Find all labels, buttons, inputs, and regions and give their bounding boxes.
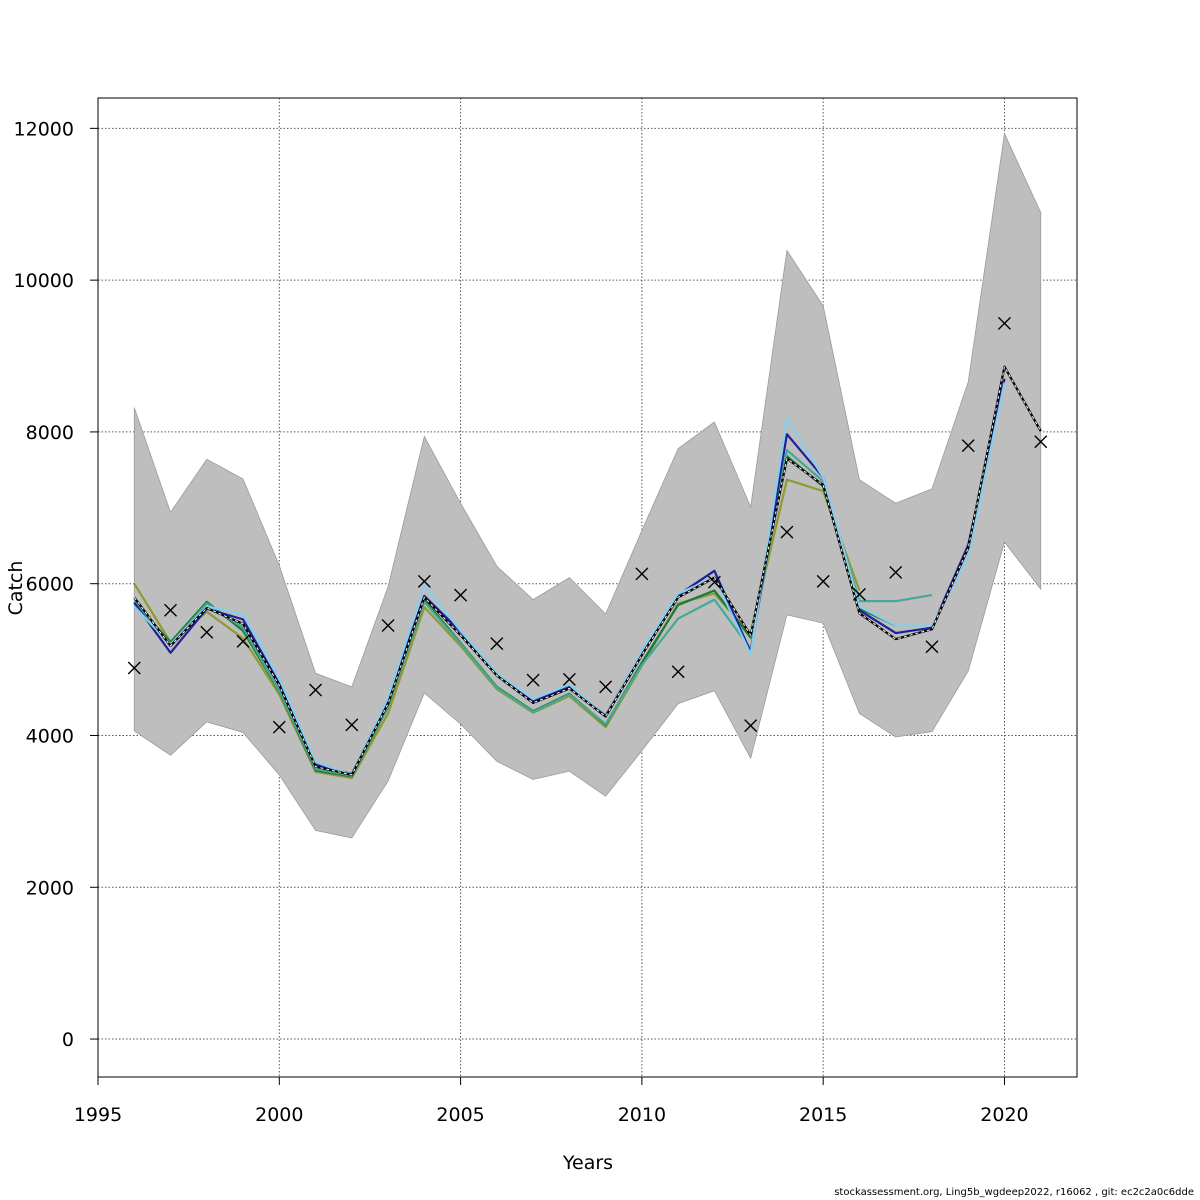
x-tick-label: 2020 [980,1104,1028,1126]
observed-point [961,439,975,453]
series-lines [133,365,1042,780]
observed-point [309,683,323,697]
observed-points [127,316,1048,734]
series-line-1-dash [133,365,1042,776]
observed-point [526,673,540,687]
y-tick-label: 2000 [26,877,74,899]
observed-point [816,574,830,588]
confidence-band [133,132,1042,839]
observed-point [997,316,1011,330]
observed-point [635,567,649,581]
x-axis: 1995 2000 2005 2010 2015 2020 [74,1077,1029,1126]
grid-lines [98,98,1077,1077]
observed-point [852,587,866,601]
y-tick-label: 12000 [14,118,74,140]
observed-point [272,720,286,734]
observed-point [780,525,794,539]
observed-point [345,718,359,732]
y-axis-title: Catch [5,561,27,616]
observed-point [562,672,576,686]
series-line-4 [133,449,933,777]
x-tick-label: 2000 [255,1104,303,1126]
observed-point [671,665,685,679]
confidence-band-area [133,132,1042,839]
observed-point [1034,435,1048,449]
series-line-2 [133,382,1006,777]
observed-point [236,634,250,648]
observed-point [599,680,613,694]
x-tick-label: 1995 [74,1104,122,1126]
x-axis-title: Years [562,1152,613,1174]
y-tick-label: 6000 [26,574,74,596]
observed-point [744,719,758,733]
observed-point [925,640,939,654]
x-tick-label: 2010 [618,1104,666,1126]
observed-point [417,574,431,588]
x-tick-label: 2015 [799,1104,847,1126]
y-tick-label: 8000 [26,422,74,444]
y-tick-label: 10000 [14,270,74,292]
y-tick-label: 0 [62,1029,74,1051]
y-tick-label: 4000 [26,725,74,747]
observed-point [707,575,721,589]
observed-point [164,603,178,617]
observed-point [381,618,395,632]
y-axis: 0 2000 4000 6000 8000 10000 12000 [14,118,98,1051]
plot-frame [97,97,1078,1078]
footer-note: stockassessment.org, Ling5b_wgdeep2022, … [834,1187,1194,1198]
observed-point [200,625,214,639]
observed-point [454,588,468,602]
observed-point [889,565,903,579]
observed-point [127,661,141,675]
x-tick-label: 2005 [436,1104,484,1126]
observed-point [490,637,504,651]
